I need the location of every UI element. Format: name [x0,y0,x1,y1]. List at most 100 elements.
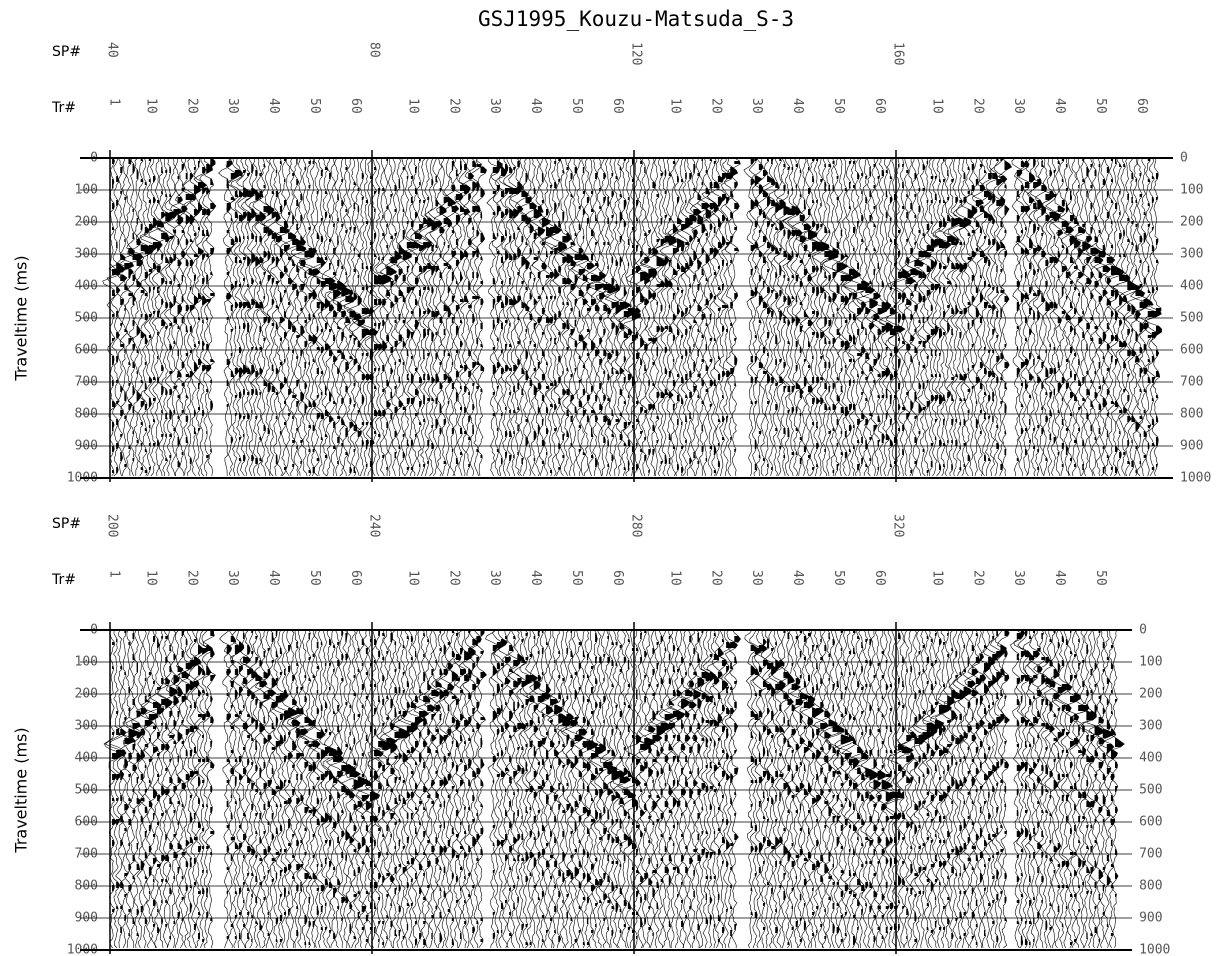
tr-label: 10 [143,570,158,586]
tr-label: 1 [107,570,122,578]
tr-label: 40 [1052,98,1067,114]
tr-label: 50 [569,98,584,114]
shot-gather [887,157,1162,477]
tr-label: 40 [266,570,281,586]
tr-label: 1 [107,98,122,106]
y-tick-label-right: 200 [1180,215,1203,230]
tr-label: 40 [528,98,543,114]
trace-wiggles [625,157,906,477]
tr-label: 60 [872,98,887,114]
tr-label: 20 [184,570,199,586]
tr-label: 30 [1011,98,1026,114]
tr-label: 20 [446,98,461,114]
sp-label: 200 [105,514,120,537]
y-axis-label: Traveltime (ms) [12,255,31,381]
tr-label: 60 [610,570,625,586]
tr-label: 20 [708,570,723,586]
sp-row-label: SP# [52,516,81,532]
shot-gather [367,629,639,949]
tr-label: 30 [487,98,502,114]
y-tick-label-right: 0 [1139,623,1147,638]
shot-gather [886,629,1125,949]
y-tick-label-right: 400 [1139,751,1162,766]
trace-wiggles [887,157,1162,477]
trace-fill [636,158,905,473]
tr-label: 40 [1052,570,1067,586]
tr-label: 40 [528,570,543,586]
tr-label: 30 [1011,570,1026,586]
trace-wiggles [102,157,379,477]
trace-fill [898,630,1125,945]
tr-label: 20 [970,98,985,114]
shot-gather [102,157,379,477]
tr-label: 20 [184,98,199,114]
tr-label: 20 [970,570,985,586]
tr-label: 10 [667,98,682,114]
y-tick-label-right: 600 [1139,815,1162,830]
tr-label: 30 [225,98,240,114]
sp-label: 120 [629,42,644,65]
tr-label: 20 [708,98,723,114]
y-axis-label: Traveltime (ms) [12,727,31,853]
sp-label: 40 [105,42,120,58]
tr-label: 10 [405,98,420,114]
tr-label: 30 [225,570,240,586]
y-tick-label-right: 1000 [1139,943,1170,956]
trace-wiggles [367,629,639,949]
y-tick-label-right: 400 [1180,279,1203,294]
tr-label: 30 [749,98,764,114]
y-tick-label-right: 100 [1139,655,1162,670]
shot-gather [103,629,381,949]
sp-label: 80 [367,42,382,58]
tr-label: 50 [307,98,322,114]
tr-row-label: Tr# [51,572,76,588]
tr-label: 60 [610,98,625,114]
y-tick-label-right: 500 [1139,783,1162,798]
tr-label: 10 [929,570,944,586]
y-tick-label-right: 800 [1139,879,1162,894]
y-tick-label-right: 700 [1180,375,1203,390]
shot-gather [366,157,641,477]
y-tick-label-right: 300 [1139,719,1162,734]
y-tick-label-right: 900 [1180,439,1203,454]
tr-label: 10 [143,98,158,114]
y-tick-label-right: 0 [1180,151,1188,166]
tr-label: 40 [790,98,805,114]
trace-fill [112,158,378,473]
trace-fill [898,158,1162,473]
tr-label: 30 [749,570,764,586]
tr-label: 50 [1093,98,1108,114]
sp-row-label: SP# [52,44,81,60]
tr-label: 20 [446,570,461,586]
tr-label: 50 [307,570,322,586]
y-tick-label-right: 500 [1180,311,1203,326]
figure-title: GSJ1995_Kouzu-Matsuda_S-3 [478,7,794,31]
tr-label: 30 [487,570,502,586]
y-tick-label-right: 200 [1139,687,1162,702]
y-tick-label-right: 1000 [1180,471,1211,486]
sp-label: 320 [891,514,906,537]
y-tick-label-right: 700 [1139,847,1162,862]
tr-label: 60 [872,570,887,586]
tr-label: 40 [790,570,805,586]
tr-label: 50 [569,570,584,586]
sp-label: 280 [629,514,644,537]
shot-gather [625,157,906,477]
y-tick-label-right: 800 [1180,407,1203,422]
tr-label: 60 [348,98,363,114]
sp-label: 240 [367,514,382,537]
y-tick-label-right: 300 [1180,247,1203,262]
y-tick-label-right: 600 [1180,343,1203,358]
tr-label: 50 [1093,570,1108,586]
trace-wiggles [624,629,904,949]
trace-fill [374,630,638,945]
tr-label: 60 [348,570,363,586]
y-tick-label-right: 900 [1139,911,1162,926]
tr-label: 40 [266,98,281,114]
shot-gather [624,629,904,949]
tr-label: 10 [405,570,420,586]
tr-label: 10 [667,570,682,586]
tr-row-label: Tr# [51,100,76,116]
sp-label: 160 [891,42,906,65]
